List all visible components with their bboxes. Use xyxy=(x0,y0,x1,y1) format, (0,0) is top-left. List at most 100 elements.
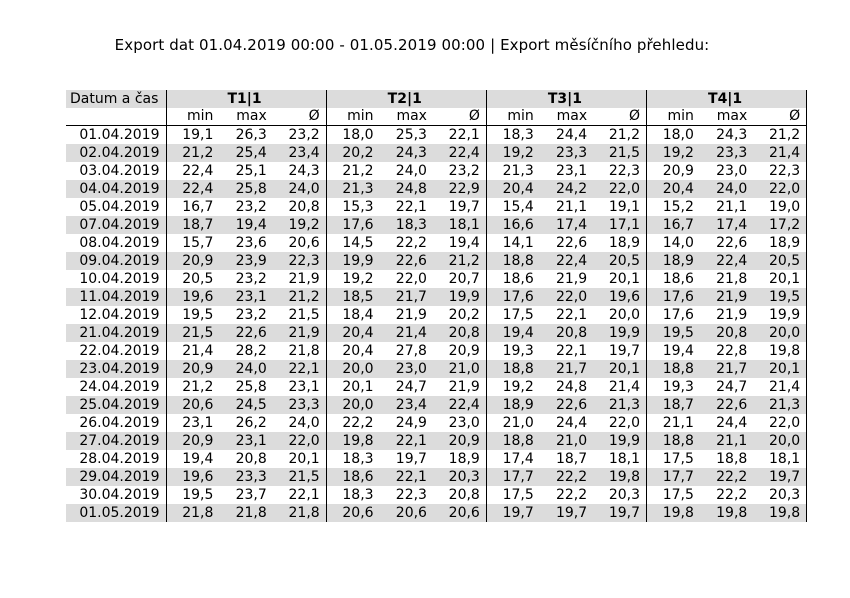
value-cell: 25,8 xyxy=(219,180,273,198)
value-cell: 23,0 xyxy=(379,360,433,378)
value-cell: 20,6 xyxy=(166,396,220,414)
table-row: 24.04.2019 21,2 25,8 23,1 20,1 24,7 21,9 19,2 24… xyxy=(66,378,808,396)
value-cell: 19,5 xyxy=(166,306,220,324)
value-cell: 24,4 xyxy=(539,125,594,144)
value-cell: 24,0 xyxy=(379,162,433,180)
value-cell: 20,5 xyxy=(166,270,220,288)
value-cell: 18,4 xyxy=(326,306,380,324)
value-cell: 20,8 xyxy=(219,450,273,468)
page-title: Export dat 01.04.2019 00:00 - 01.05.2019… xyxy=(114,36,710,54)
date-cell: 01.04.2019 xyxy=(66,125,167,144)
value-cell: 20,0 xyxy=(753,324,808,342)
value-cell: 21,3 xyxy=(753,396,808,414)
value-cell: 19,2 xyxy=(646,144,700,162)
value-cell: 18,5 xyxy=(326,288,380,306)
value-cell: 24,4 xyxy=(699,414,754,432)
value-cell: 18,6 xyxy=(486,270,540,288)
value-cell: 20,6 xyxy=(379,504,433,522)
table-row: 23.04.2019 20,9 24,0 22,1 20,0 23,0 21,0 18,8 21… xyxy=(66,360,808,378)
value-cell: 19,2 xyxy=(272,216,327,234)
table-row: 03.04.2019 22,4 25,1 24,3 21,2 24,0 23,2 21,3 23… xyxy=(66,162,808,180)
value-cell: 27,8 xyxy=(379,342,433,360)
value-cell: 22,2 xyxy=(326,414,380,432)
value-cell: 21,8 xyxy=(699,270,754,288)
subheader-avg: Ø xyxy=(432,108,487,126)
value-cell: 21,9 xyxy=(699,306,754,324)
value-cell: 18,1 xyxy=(753,450,808,468)
value-cell: 14,5 xyxy=(326,234,380,252)
value-cell: 19,6 xyxy=(166,288,220,306)
value-cell: 19,7 xyxy=(432,198,487,216)
value-cell: 19,4 xyxy=(219,216,273,234)
table-row: 07.04.2019 18,7 19,4 19,2 17,6 18,3 18,1 16,6 17… xyxy=(66,216,808,234)
value-cell: 25,4 xyxy=(219,144,273,162)
value-cell: 20,8 xyxy=(699,324,754,342)
value-cell: 20,1 xyxy=(593,270,648,288)
value-cell: 21,4 xyxy=(379,324,433,342)
value-cell: 22,0 xyxy=(753,414,808,432)
table-row: 08.04.2019 15,7 23,6 20,6 14,5 22,2 19,4 14,1 22… xyxy=(66,234,808,252)
monthly-overview-table: Datum a čas T1|1 T2|1 T3|1 T4|1 min max … xyxy=(66,90,808,522)
subheader-max: max xyxy=(219,108,273,126)
value-cell: 21,4 xyxy=(753,378,808,396)
value-cell: 21,1 xyxy=(699,432,754,450)
value-cell: 23,0 xyxy=(432,414,487,432)
value-cell: 20,9 xyxy=(166,432,220,450)
value-cell: 19,8 xyxy=(326,432,380,450)
value-cell: 19,1 xyxy=(593,198,648,216)
value-cell: 20,9 xyxy=(432,432,487,450)
value-cell: 19,8 xyxy=(753,342,808,360)
value-cell: 19,5 xyxy=(753,288,808,306)
table-row: 04.04.2019 22,4 25,8 24,0 21,3 24,8 22,9 20,4 24… xyxy=(66,180,808,198)
value-cell: 23,1 xyxy=(219,288,273,306)
value-cell: 24,3 xyxy=(379,144,433,162)
date-cell: 24.04.2019 xyxy=(66,378,167,396)
value-cell: 14,0 xyxy=(646,234,700,252)
value-cell: 22,0 xyxy=(593,414,648,432)
value-cell: 16,6 xyxy=(486,216,540,234)
value-cell: 24,7 xyxy=(379,378,433,396)
value-cell: 20,9 xyxy=(646,162,700,180)
value-cell: 19,4 xyxy=(432,234,487,252)
value-cell: 17,4 xyxy=(699,216,754,234)
value-cell: 17,6 xyxy=(326,216,380,234)
subheader-avg: Ø xyxy=(593,108,648,126)
table-row: 28.04.2019 19,4 20,8 20,1 18,3 19,7 18,9 17,4 18… xyxy=(66,450,808,468)
value-cell: 19,9 xyxy=(753,306,808,324)
value-cell: 23,3 xyxy=(272,396,327,414)
value-cell: 24,0 xyxy=(699,180,754,198)
value-cell: 22,0 xyxy=(753,180,808,198)
value-cell: 23,1 xyxy=(166,414,220,432)
value-cell: 20,9 xyxy=(432,342,487,360)
value-cell: 21,2 xyxy=(753,125,808,144)
value-cell: 17,7 xyxy=(486,468,540,486)
value-cell: 19,7 xyxy=(593,504,648,522)
value-cell: 22,6 xyxy=(699,396,754,414)
value-cell: 21,5 xyxy=(272,468,327,486)
value-cell: 22,6 xyxy=(539,396,594,414)
value-cell: 21,5 xyxy=(166,324,220,342)
value-cell: 18,1 xyxy=(432,216,487,234)
value-cell: 18,3 xyxy=(326,450,380,468)
value-cell: 17,6 xyxy=(486,288,540,306)
value-cell: 18,9 xyxy=(432,450,487,468)
value-cell: 22,6 xyxy=(699,234,754,252)
value-cell: 18,3 xyxy=(379,216,433,234)
group-header-row: Datum a čas T1|1 T2|1 T3|1 T4|1 xyxy=(66,90,808,108)
value-cell: 25,1 xyxy=(219,162,273,180)
table-row: 10.04.2019 20,5 23,2 21,9 19,2 22,0 20,7 18,6 21… xyxy=(66,270,808,288)
value-cell: 24,0 xyxy=(219,360,273,378)
value-cell: 18,6 xyxy=(646,270,700,288)
value-cell: 19,9 xyxy=(432,288,487,306)
value-cell: 24,4 xyxy=(539,414,594,432)
value-cell: 21,0 xyxy=(539,432,594,450)
value-cell: 23,0 xyxy=(699,162,754,180)
value-cell: 18,3 xyxy=(326,486,380,504)
value-cell: 19,2 xyxy=(486,378,540,396)
value-cell: 20,1 xyxy=(753,270,808,288)
value-cell: 24,9 xyxy=(379,414,433,432)
date-cell: 07.04.2019 xyxy=(66,216,167,234)
value-cell: 18,9 xyxy=(486,396,540,414)
value-cell: 19,5 xyxy=(646,324,700,342)
subheader-avg: Ø xyxy=(753,108,808,126)
